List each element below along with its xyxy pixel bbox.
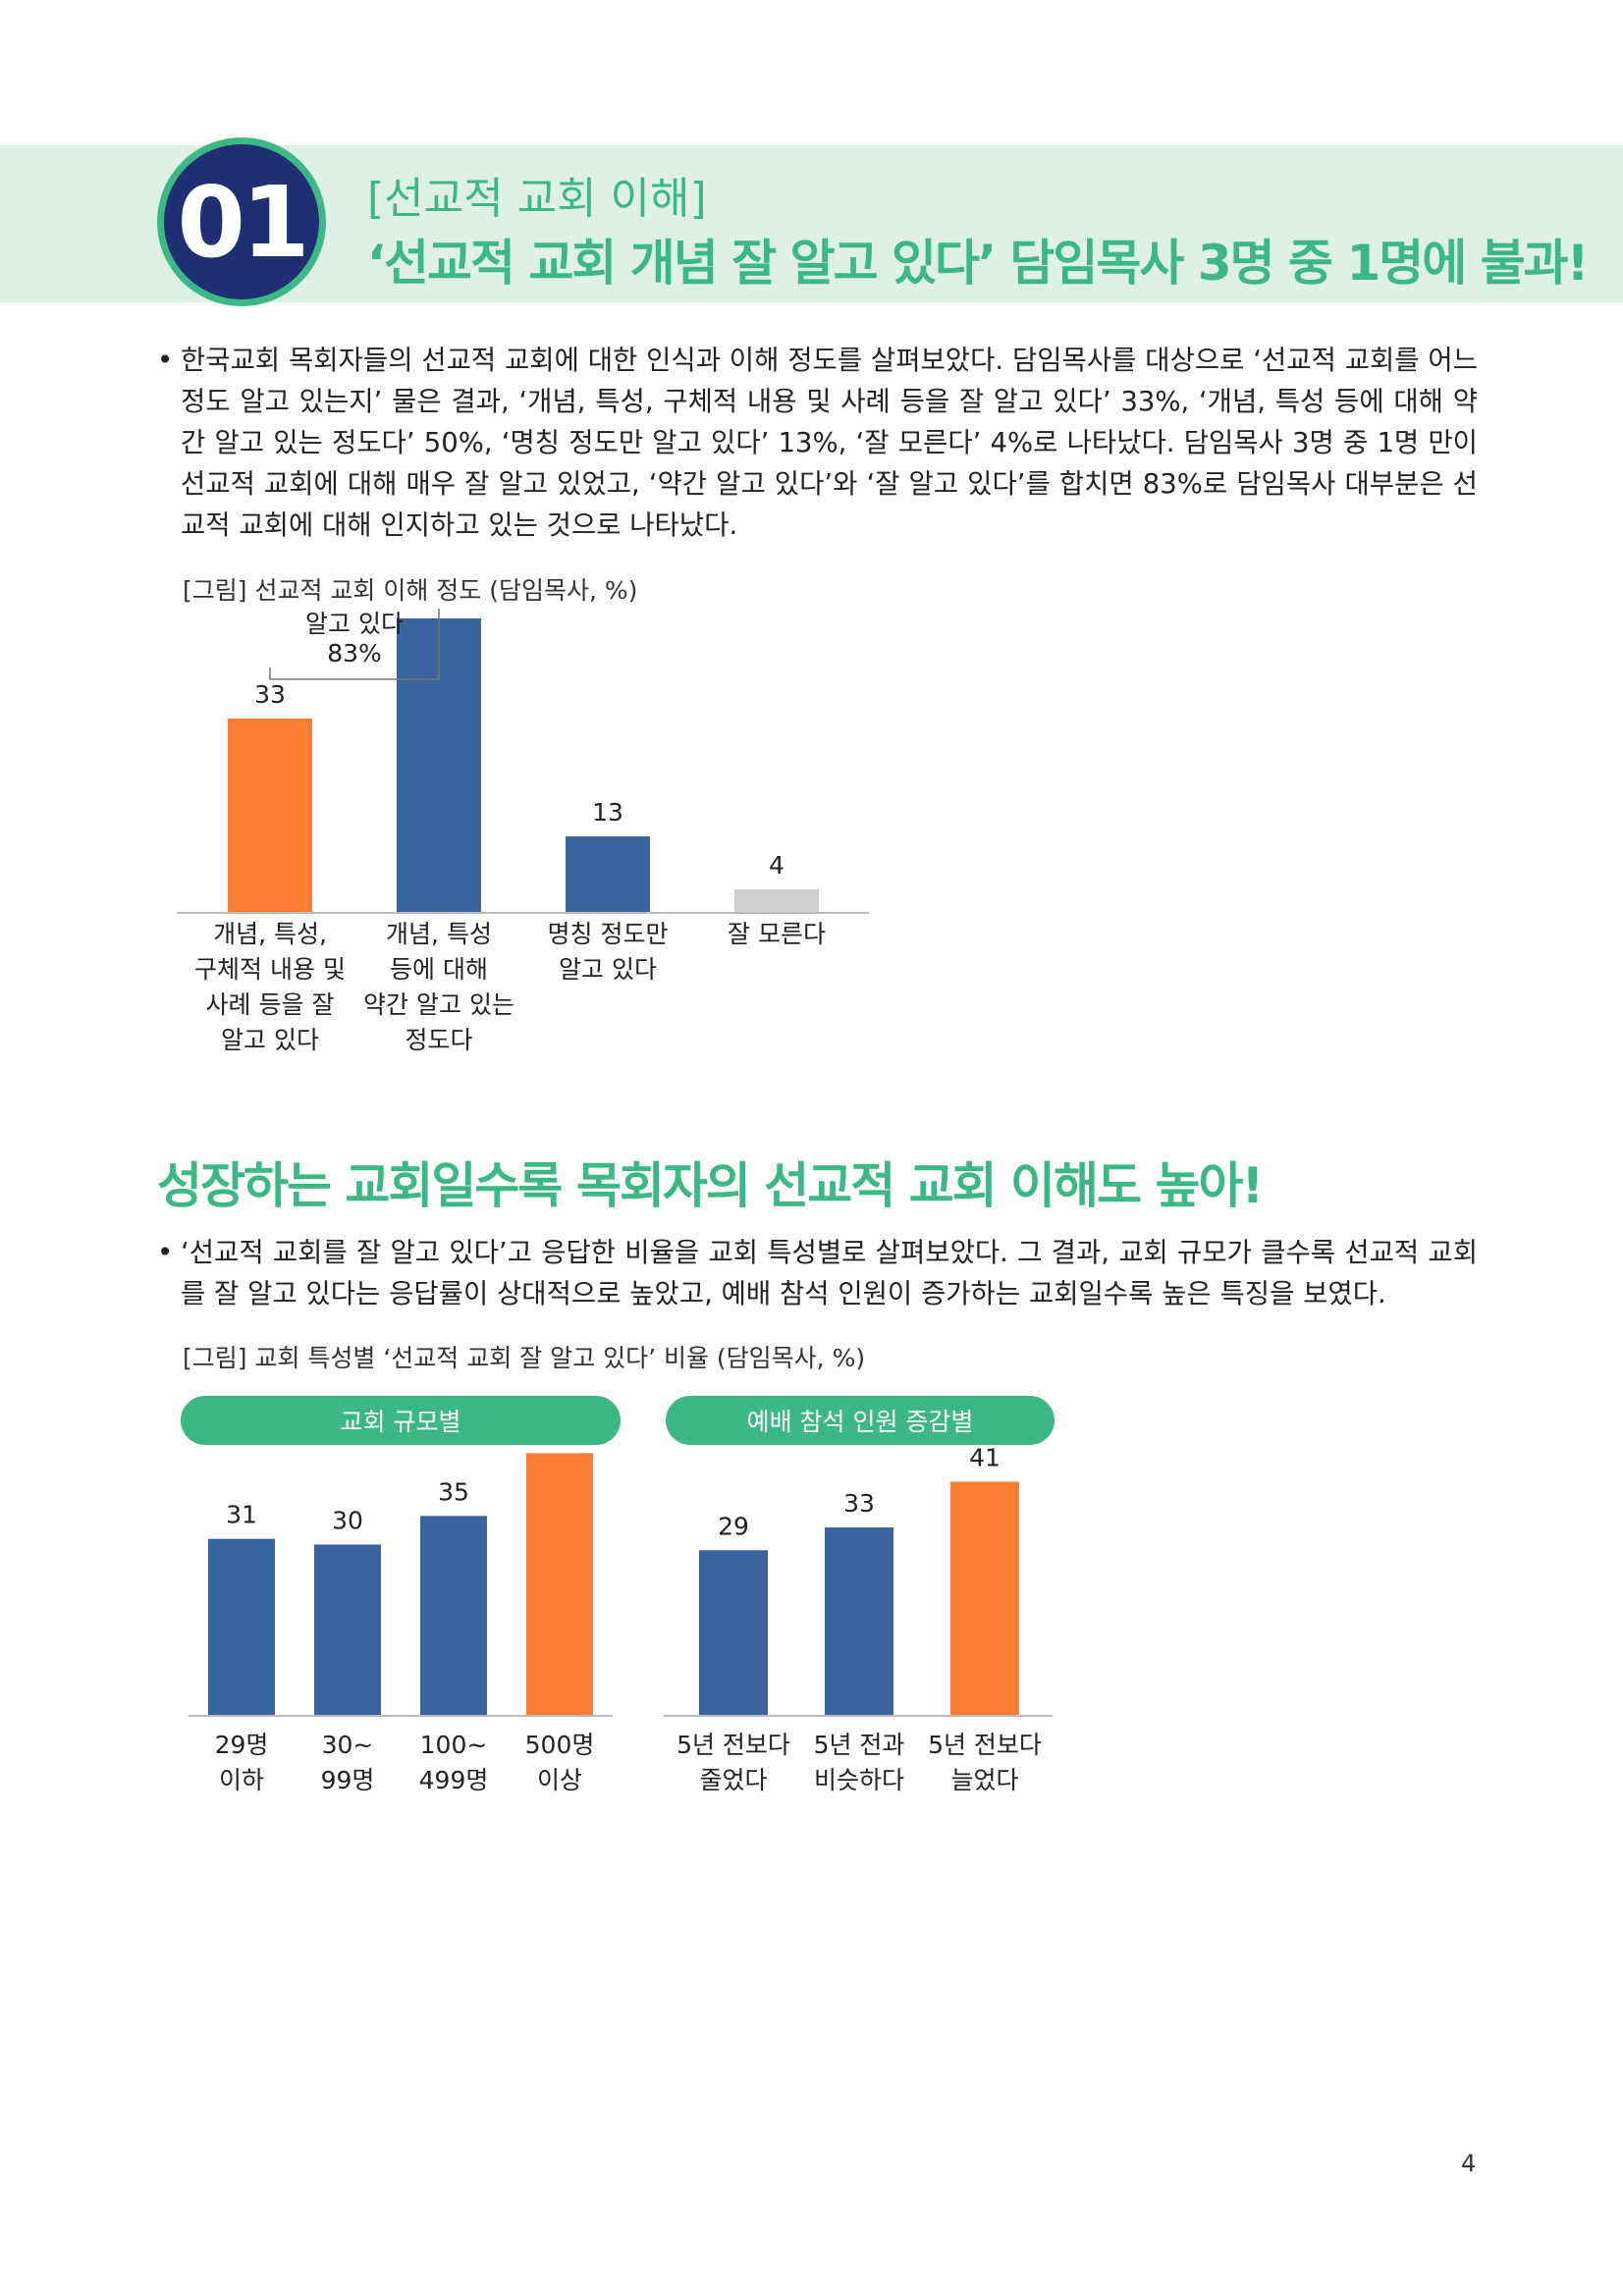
category-label: 개념, 특성	[386, 920, 492, 948]
heading-2: 성장하는 교회일수록 목회자의 선교적 교회 이해도 높아!	[157, 1157, 1264, 1214]
category-label: 등에 대해	[390, 955, 488, 984]
category-label: 알고 있다	[221, 1026, 319, 1054]
category-label: 구체적 내용 및	[194, 955, 346, 984]
bracket-annotation: 알고 있다	[305, 610, 404, 638]
bar	[734, 889, 819, 913]
category-label: 명칭 정도만	[548, 920, 669, 948]
bullet: •	[157, 345, 174, 376]
paragraph-2: • ‘선교적 교회를 잘 알고 있다’고 응답한 비율을 교회 특성별로 살펴보…	[157, 1232, 1478, 1314]
figure-2-caption: [그림] 교회 특성별 ‘선교적 교회 잘 알고 있다’ 비율 (담임목사, %…	[183, 1344, 866, 1372]
bar	[208, 1538, 275, 1716]
data-label: 41	[969, 1443, 1001, 1471]
category-label: 늘었다	[950, 1766, 1018, 1794]
figure-1-caption: [그림] 선교적 교회 이해 정도 (담임목사, %)	[183, 576, 638, 605]
bar	[314, 1544, 381, 1716]
section-title: ‘선교적 교회 개념 잘 알고 있다’ 담임목사 3명 중 1명에 불과!	[367, 235, 1589, 292]
page-number: 4	[1461, 2150, 1477, 2177]
category-label: 499명	[419, 1766, 489, 1794]
bracket-annotation: 83%	[327, 639, 382, 667]
bar	[950, 1481, 1019, 1716]
data-label: 31	[226, 1501, 257, 1529]
category-label: 30~	[322, 1731, 374, 1759]
data-label: 4	[769, 851, 784, 880]
category-label: 5년 전과	[814, 1731, 905, 1759]
category-label: 99명	[321, 1766, 375, 1794]
bar	[228, 719, 312, 913]
data-label: 29	[718, 1512, 749, 1540]
data-label: 35	[438, 1477, 469, 1506]
chart-tab-church-size: 교회 규모별	[181, 1396, 621, 1445]
category-label: 개념, 특성,	[213, 920, 327, 948]
category-label: 비슷하다	[814, 1766, 904, 1794]
data-label: 30	[332, 1506, 363, 1534]
category-label: 약간 알고 있는	[363, 990, 514, 1019]
category-label: 줄었다	[699, 1766, 767, 1794]
bullet: •	[157, 1237, 174, 1268]
paragraph-1-text: 한국교회 목회자들의 선교적 교회에 대한 인식과 이해 정도를 살펴보았다. …	[181, 345, 1478, 541]
data-label: 33	[843, 1489, 875, 1518]
section-subtitle: [선교적 교회 이해]	[367, 174, 707, 224]
bar	[825, 1527, 893, 1716]
bar	[699, 1550, 768, 1716]
category-label: 이하	[219, 1766, 264, 1794]
section-number-badge: 01	[157, 137, 326, 306]
data-label: 13	[592, 798, 623, 827]
category-label: 잘 모른다	[728, 920, 826, 948]
paragraph-1: • 한국교회 목회자들의 선교적 교회에 대한 인식과 이해 정도를 살펴보았다…	[157, 340, 1478, 546]
category-label: 500명	[525, 1731, 595, 1759]
bar	[566, 836, 650, 913]
category-label: 100~	[420, 1731, 488, 1759]
paragraph-2-text: ‘선교적 교회를 잘 알고 있다’고 응답한 비율을 교회 특성별로 살펴보았다…	[181, 1237, 1478, 1309]
category-label: 이상	[537, 1766, 582, 1794]
category-label: 정도다	[405, 1026, 472, 1054]
category-label: 29명	[215, 1731, 269, 1759]
bracket-line	[269, 609, 440, 680]
category-label: 5년 전보다	[676, 1731, 790, 1759]
chart-tab-attendance-change: 예배 참석 인원 증감별	[666, 1396, 1055, 1445]
category-label: 알고 있다	[559, 955, 657, 984]
category-label: 5년 전보다	[928, 1731, 1042, 1759]
bar	[420, 1516, 487, 1716]
category-label: 사례 등을 잘	[206, 990, 335, 1019]
bar	[526, 1453, 593, 1716]
data-label: 33	[254, 680, 286, 709]
